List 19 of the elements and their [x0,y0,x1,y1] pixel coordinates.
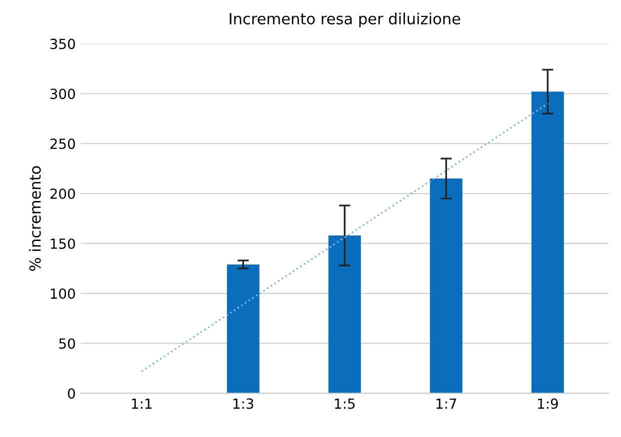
y-tick-label: 150 [50,238,75,249]
x-tick-label: 1:3 [233,398,254,409]
bar [430,178,462,394]
y-tick-label: 100 [50,288,75,299]
y-tick-label: 0 [68,388,75,399]
bar [328,235,361,394]
y-tick-label: 350 [50,38,75,50]
y-tick-label: 50 [59,338,75,349]
y-tick-label: 200 [50,188,75,200]
bar [226,264,260,394]
y-tick-label: 300 [50,88,75,100]
x-tick-label: 1:7 [436,398,456,409]
x-tick-label: 1:9 [538,398,558,409]
y-axis-title: % incremento [29,166,41,271]
x-tick-label: 1:5 [335,398,355,409]
y-tick-label: 250 [50,138,75,150]
chart-title: Incremento resa per diluizione [230,12,460,28]
bar [531,92,564,394]
x-tick-label: 1:1 [132,398,152,409]
